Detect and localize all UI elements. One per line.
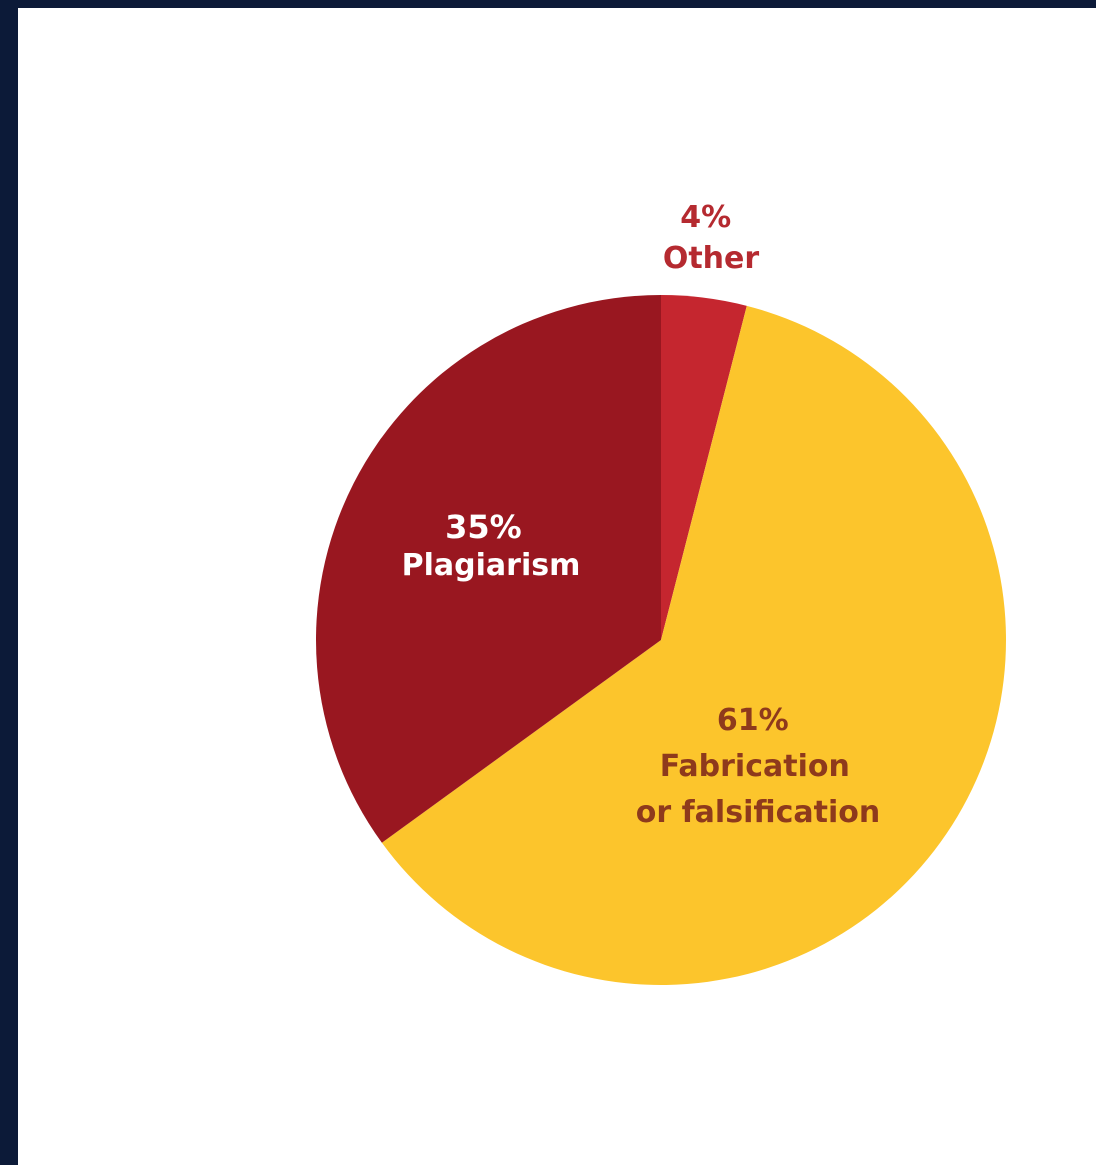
pie-slices bbox=[316, 295, 1006, 985]
slice-name-other: Other bbox=[663, 241, 760, 276]
pie-slice-other bbox=[661, 295, 747, 640]
pie-slice-plagiarism bbox=[316, 295, 661, 843]
slice-label-fabrication: 61% Fabrication or falsification bbox=[636, 703, 880, 830]
slice-name-plagiarism: Plagiarism bbox=[402, 548, 581, 583]
slice-pct-fabrication: 61% bbox=[717, 703, 789, 738]
pie-slice-fabrication bbox=[381, 305, 1006, 985]
slice-name-fabrication-line-1: Fabrication bbox=[660, 749, 850, 784]
slice-label-plagiarism: 35% Plagiarism bbox=[402, 508, 581, 583]
slice-pct-other: 4% bbox=[680, 200, 731, 235]
slice-label-other: 4% Other bbox=[663, 200, 760, 276]
slice-name-fabrication-line-2: or falsification bbox=[636, 795, 880, 830]
slice-pct-plagiarism: 35% bbox=[445, 508, 522, 546]
